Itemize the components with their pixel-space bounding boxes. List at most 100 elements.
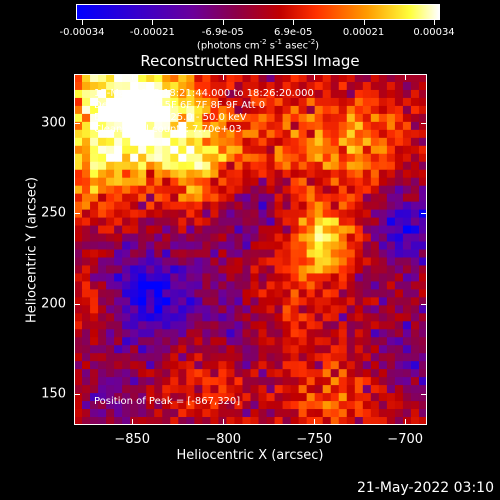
x-axis-tick-label: −700: [387, 432, 424, 447]
heatmap-cell: [346, 353, 356, 362]
heatmap-cell: [282, 241, 292, 250]
heatmap-cell: [394, 369, 404, 378]
heatmap-cell: [330, 97, 340, 107]
heatmap-cell: [274, 81, 284, 91]
heatmap-cell: [186, 217, 195, 227]
heatmap-cell: [202, 161, 211, 171]
heatmap-cell: [162, 281, 171, 290]
heatmap-cell: [202, 89, 211, 99]
heatmap-cell: [258, 193, 268, 203]
heatmap-cell: [114, 409, 123, 418]
heatmap-cell: [362, 297, 372, 306]
heatmap-cell: [306, 345, 316, 354]
heatmap-cell: [234, 377, 243, 386]
heatmap-cell: [354, 209, 364, 219]
heatmap-cell: [322, 273, 332, 282]
heatmap-cell: [314, 345, 324, 354]
heatmap-cell: [410, 97, 420, 107]
heatmap-cell: [138, 161, 147, 171]
heatmap-cell: [306, 145, 316, 155]
x-axis-tick-label: −800: [205, 432, 242, 447]
heatmap-cell: [234, 153, 243, 163]
heatmap-cell: [394, 401, 404, 410]
heatmap-cell: [258, 401, 268, 410]
heatmap-cell: [138, 129, 147, 139]
heatmap-cell: [338, 297, 348, 306]
heatmap-cell: [330, 257, 340, 266]
heatmap-cell: [194, 145, 203, 155]
heatmap-cell: [354, 345, 364, 354]
heatmap-cell: [210, 217, 219, 227]
heatmap-cell: [210, 385, 219, 394]
heatmap-cell: [138, 217, 147, 227]
heatmap-cell: [322, 377, 332, 386]
heatmap-cell: [250, 241, 260, 250]
heatmap-cell: [194, 89, 203, 99]
heatmap-cell: [162, 321, 171, 330]
heatmap-cell: [178, 369, 187, 378]
heatmap-cell: [234, 393, 243, 402]
heatmap-cell: [322, 289, 332, 298]
heatmap-cell: [234, 105, 243, 115]
heatmap-cell: [90, 305, 99, 314]
heatmap-cell: [370, 305, 380, 314]
heatmap-cell: [114, 113, 123, 123]
heatmap-cell: [154, 97, 163, 107]
heatmap-cell: [266, 393, 276, 402]
heatmap-cell: [114, 209, 123, 219]
heatmap-cell: [146, 273, 155, 282]
heatmap-cell: [402, 105, 412, 115]
heatmap-cell: [290, 169, 300, 179]
heatmap-cell: [218, 329, 227, 338]
heatmap-cell: [298, 137, 308, 147]
heatmap-cell: [362, 281, 372, 290]
heatmap-cell: [322, 361, 332, 370]
heatmap-cell: [378, 361, 388, 370]
heatmap-cell: [354, 81, 364, 91]
heatmap-cell: [210, 113, 219, 123]
heatmap-cell: [290, 345, 300, 354]
heatmap-cell: [98, 233, 107, 243]
heatmap-cell: [330, 233, 340, 243]
heatmap-cell: [290, 193, 300, 203]
heatmap-cell: [154, 209, 163, 219]
heatmap-cell: [402, 169, 412, 179]
heatmap-cell: [346, 417, 356, 425]
heatmap-cell: [186, 417, 195, 425]
heatmap-cell: [90, 297, 99, 306]
heatmap-cell: [290, 209, 300, 219]
heatmap-cell: [194, 377, 203, 386]
heatmap-cell: [162, 257, 171, 266]
heatmap-cell: [226, 393, 235, 402]
heatmap-cell: [90, 89, 99, 99]
heatmap-cell: [234, 185, 243, 195]
heatmap-cell: [226, 377, 235, 386]
heatmap-cell: [226, 313, 235, 322]
heatmap-cell: [210, 145, 219, 155]
heatmap-cell: [306, 385, 316, 394]
heatmap-cell: [378, 305, 388, 314]
heatmap-cell: [322, 217, 332, 227]
heatmap-cell: [370, 137, 380, 147]
heatmap-cell: [226, 201, 235, 211]
heatmap-cell: [242, 145, 251, 155]
heatmap-cell: [362, 361, 372, 370]
heatmap-cell: [98, 209, 107, 219]
heatmap-cell: [298, 401, 308, 410]
heatmap-cell: [410, 385, 420, 394]
heatmap-cell: [370, 281, 380, 290]
heatmap-cell: [418, 273, 427, 282]
heatmap-cell: [346, 169, 356, 179]
heatmap-cell: [234, 345, 243, 354]
heatmap-cell: [146, 113, 155, 123]
heatmap-cell: [314, 241, 324, 250]
heatmap-cell: [306, 305, 316, 314]
heatmap-cell: [90, 273, 99, 282]
heatmap-cell: [170, 153, 179, 163]
heatmap-cell: [106, 89, 115, 99]
heatmap-cell: [266, 281, 276, 290]
heatmap-cell: [306, 169, 316, 179]
heatmap-cell: [186, 361, 195, 370]
heatmap-cell: [226, 273, 235, 282]
heatmap-cell: [370, 249, 380, 258]
